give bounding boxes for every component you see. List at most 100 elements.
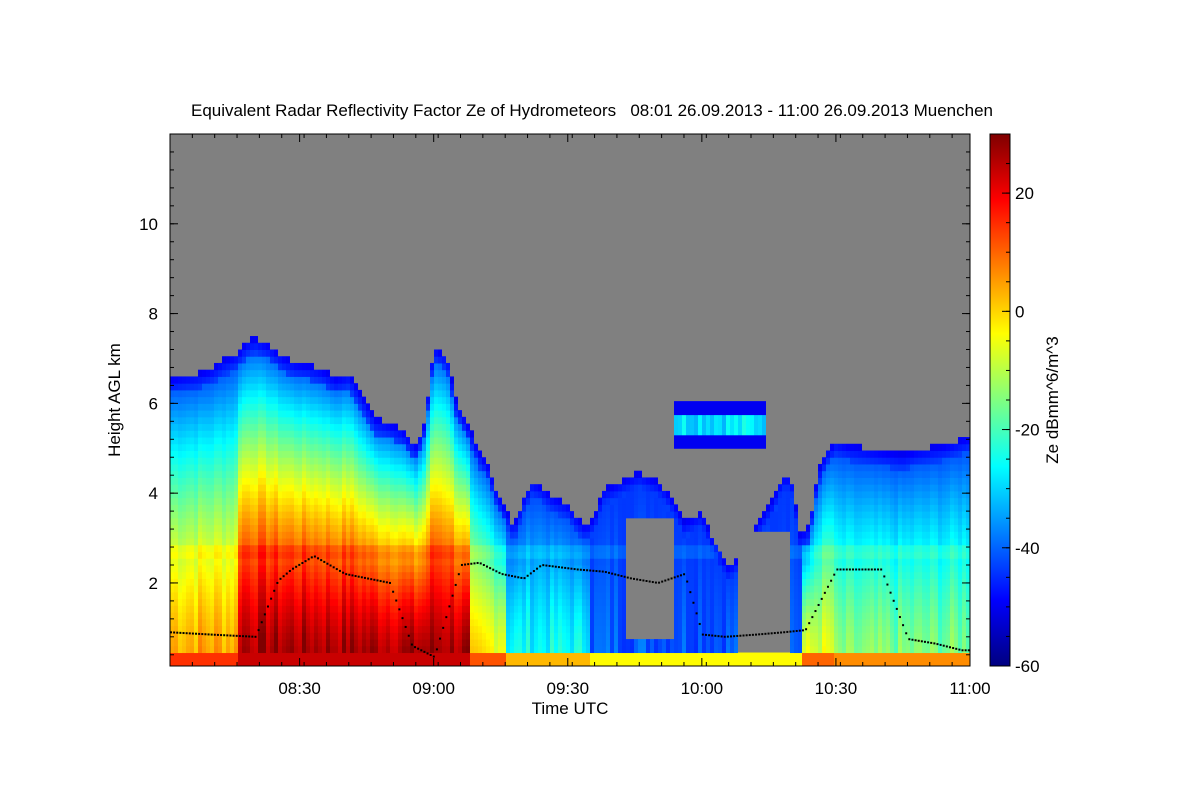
echo-cell (330, 538, 334, 546)
echo-cell (282, 356, 286, 364)
echo-cell (714, 428, 718, 436)
echo-cell (710, 421, 714, 429)
echo-cell (594, 605, 598, 613)
echo-cell (602, 585, 606, 593)
echo-cell (598, 551, 602, 559)
echo-cell (182, 437, 186, 445)
echo-cell (494, 544, 498, 553)
echo-cell (322, 517, 326, 526)
echo-cell (434, 497, 438, 505)
echo-cell (210, 430, 214, 438)
echo-cell (330, 410, 334, 418)
echo-cell (622, 484, 626, 492)
echo-cell (294, 443, 298, 452)
echo-cell (554, 585, 558, 593)
echo-cell (290, 659, 294, 666)
echo-cell (398, 463, 402, 472)
echo-cell (586, 558, 590, 566)
echo-cell (794, 618, 798, 627)
echo-cell (558, 531, 562, 539)
echo-cell (450, 618, 454, 627)
echo-cell (390, 511, 394, 519)
echo-cell (422, 477, 426, 485)
echo-cell (422, 558, 426, 566)
echo-cell (254, 490, 258, 499)
echo-cell (734, 659, 738, 666)
echo-cell (426, 450, 430, 458)
echo-cell (202, 659, 206, 666)
echo-cell (206, 437, 210, 445)
echo-cell (202, 410, 206, 418)
echo-cell (410, 463, 414, 472)
echo-cell (462, 517, 466, 526)
echo-cell (522, 605, 526, 613)
echo-cell (734, 414, 738, 422)
echo-cell (338, 457, 342, 465)
echo-cell (302, 612, 306, 620)
echo-cell (662, 652, 666, 660)
echo-cell (802, 571, 806, 579)
echo-cell (794, 564, 798, 573)
echo-cell (450, 598, 454, 606)
echo-cell (314, 457, 318, 465)
echo-cell (538, 511, 542, 519)
echo-cell (174, 652, 178, 660)
echo-cell (202, 578, 206, 586)
echo-cell (326, 639, 330, 647)
echo-cell (698, 511, 702, 519)
echo-cell (466, 564, 470, 573)
echo-cell (478, 524, 482, 532)
echo-cell (346, 605, 350, 613)
echo-cell (214, 578, 218, 586)
echo-cell (426, 598, 430, 606)
echo-cell (386, 632, 390, 640)
echo-cell (218, 639, 222, 647)
echo-cell (226, 416, 230, 425)
echo-cell (530, 605, 534, 613)
echo-cell (362, 558, 366, 566)
echo-cell (374, 571, 378, 579)
echo-cell (318, 484, 322, 492)
echo-cell (426, 437, 430, 445)
echo-cell (310, 369, 314, 377)
echo-cell (362, 484, 366, 492)
echo-cell (426, 585, 430, 593)
echo-cell (350, 605, 354, 613)
echo-cell (534, 538, 538, 546)
echo-cell (226, 544, 230, 553)
echo-cell (346, 558, 350, 566)
echo-cell (282, 598, 286, 606)
echo-cell (558, 538, 562, 546)
echo-cell (426, 410, 430, 418)
echo-cell (694, 632, 698, 640)
echo-cell (358, 591, 362, 600)
echo-cell (478, 598, 482, 606)
echo-cell (262, 639, 266, 647)
echo-cell (170, 591, 174, 600)
echo-cell (630, 652, 634, 660)
echo-cell (274, 376, 278, 384)
echo-cell (734, 652, 738, 660)
echo-cell (314, 423, 318, 431)
echo-cell (542, 544, 546, 553)
echo-cell (266, 659, 270, 666)
echo-cell (402, 578, 406, 586)
echo-cell (370, 416, 374, 425)
echo-cell (678, 401, 682, 409)
echo-cell (286, 423, 290, 431)
echo-cell (194, 585, 198, 593)
echo-cell (194, 376, 198, 384)
echo-cell (318, 383, 322, 391)
echo-cell (550, 564, 554, 573)
echo-cell (450, 376, 454, 384)
echo-cell (610, 639, 614, 647)
echo-cell (362, 598, 366, 606)
echo-cell (170, 524, 174, 532)
echo-cell (526, 585, 530, 593)
echo-cell (342, 410, 346, 418)
echo-cell (318, 423, 322, 431)
echo-cell (338, 652, 342, 660)
echo-cell (206, 558, 210, 566)
echo-cell (710, 578, 714, 586)
echo-cell (490, 591, 494, 600)
